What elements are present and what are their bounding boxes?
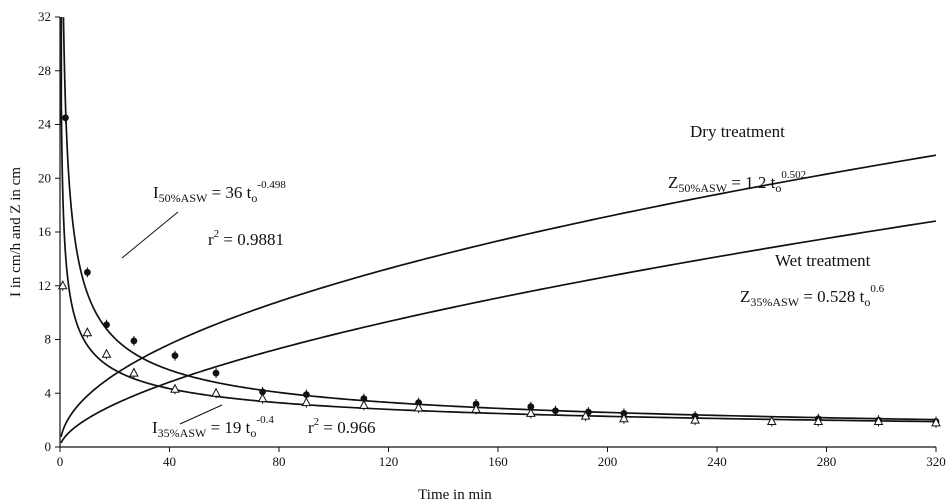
data-point-triangle xyxy=(129,367,139,377)
x-tick-label: 160 xyxy=(488,454,508,469)
data-point-triangle xyxy=(57,280,68,290)
equation-z35-subscript: 35%ASW xyxy=(750,295,799,309)
equation-z35-exponent: 0.6 xyxy=(870,283,884,295)
data-point-circle xyxy=(103,321,110,329)
x-tick-label: 280 xyxy=(817,454,837,469)
fit-curve-z50-dry xyxy=(60,154,937,438)
y-tick-label: 8 xyxy=(45,332,52,347)
equation-z50-t-sub: o xyxy=(775,181,781,195)
equation-i35-subscript: 35%ASW xyxy=(158,426,207,440)
leader-line-i35 xyxy=(179,404,223,425)
data-point-triangle xyxy=(526,407,536,417)
data-point-circle xyxy=(62,114,69,122)
equation-i35-rhs: = 19 t xyxy=(206,418,250,437)
data-point-triangle xyxy=(931,417,941,427)
equation-z50: Z50%ASW = 1.2 to0.502 xyxy=(668,169,806,195)
data-point-triangle xyxy=(82,327,93,337)
equation-i50-base: I xyxy=(153,183,159,202)
y-tick-label: 16 xyxy=(38,224,52,239)
data-point-circle xyxy=(212,369,220,377)
data-point-triangle xyxy=(211,387,221,397)
equation-i35-t-sub: o xyxy=(250,426,256,440)
data-point-circle xyxy=(83,268,91,276)
equation-i50-subscript: 50%ASW xyxy=(159,191,208,205)
equation-i50-exponent: -0.498 xyxy=(257,179,286,191)
data-point-circle xyxy=(259,388,266,396)
fit-curve-i50 xyxy=(62,17,937,421)
y-tick-label: 4 xyxy=(45,385,52,400)
leader-line-i50 xyxy=(121,211,179,259)
x-tick-label: 80 xyxy=(273,454,286,469)
equation-z50-exponent: 0.502 xyxy=(781,169,806,181)
equation-z35-rhs: = 0.528 t xyxy=(799,287,865,306)
y-tick-label: 20 xyxy=(38,170,51,185)
x-tick-label: 200 xyxy=(598,454,618,469)
data-point-triangle xyxy=(619,413,629,423)
data-point-triangle xyxy=(580,410,591,420)
data-point-triangle xyxy=(471,403,481,413)
data-point-triangle xyxy=(359,399,369,409)
data-point-triangle xyxy=(257,393,268,403)
y-tick-label: 28 xyxy=(38,63,51,78)
fit-curve-i35 xyxy=(60,110,937,423)
data-point-triangle xyxy=(690,414,700,424)
r2-i35-rhs: = 0.966 xyxy=(319,418,375,437)
data-markers xyxy=(57,112,941,428)
y-axis-title: I in cm/h and Z in cm xyxy=(8,167,24,297)
equation-z50-rhs: = 1.2 t xyxy=(727,173,776,192)
fit-curves xyxy=(60,17,937,444)
data-point-triangle xyxy=(813,415,824,425)
fit-curve-z35-wet xyxy=(60,220,937,444)
equation-z35-base: Z xyxy=(740,287,750,306)
r2-i50-rhs: = 0.9881 xyxy=(219,230,284,249)
y-tick-label: 0 xyxy=(45,439,52,454)
data-point-triangle xyxy=(766,415,777,425)
equation-z50-subscript: 50%ASW xyxy=(678,181,727,195)
r2-i50-lhs: r xyxy=(208,230,214,249)
r2-i35: r2 = 0.966 xyxy=(308,416,376,437)
data-point-circle xyxy=(171,352,179,360)
data-point-triangle xyxy=(873,415,884,425)
x-tick-label: 40 xyxy=(163,454,176,469)
r2-i35-lhs: r xyxy=(308,418,314,437)
data-point-circle xyxy=(302,391,310,398)
wet-treatment-label: Wet treatment xyxy=(775,251,871,270)
data-point-circle xyxy=(552,407,559,415)
dry-treatment-label: Dry treatment xyxy=(690,122,785,141)
equation-i50-t-sub: o xyxy=(251,191,257,205)
equation-z50-base: Z xyxy=(668,173,678,192)
data-point-triangle xyxy=(101,348,112,358)
x-tick-label: 320 xyxy=(926,454,946,469)
y-tick-label: 32 xyxy=(38,9,51,24)
x-tick-label: 120 xyxy=(379,454,399,469)
data-point-triangle xyxy=(301,397,312,407)
equation-z35-t-sub: o xyxy=(864,295,870,309)
equation-z35: Z35%ASW = 0.528 to0.6 xyxy=(740,283,885,309)
equation-i50: I50%ASW = 36 to-0.498 xyxy=(153,179,286,205)
r2-i50: r2 = 0.9881 xyxy=(208,228,284,249)
data-point-triangle xyxy=(413,402,424,412)
x-tick-label: 240 xyxy=(707,454,727,469)
data-point-circle xyxy=(527,403,535,411)
x-tick-label: 0 xyxy=(57,454,64,469)
equation-i50-rhs: = 36 t xyxy=(207,183,251,202)
data-point-circle xyxy=(130,337,138,345)
equation-i35-exponent: -0.4 xyxy=(256,414,274,426)
data-point-triangle xyxy=(170,383,180,393)
y-tick-label: 12 xyxy=(38,278,51,293)
equation-i35: I35%ASW = 19 to-0.4 xyxy=(152,414,274,440)
data-point-circle xyxy=(360,395,368,403)
r2-i50-exp: 2 xyxy=(214,228,220,240)
r2-i35-exp: 2 xyxy=(314,416,320,428)
x-axis-title: Time in min xyxy=(418,487,492,501)
y-tick-label: 24 xyxy=(38,117,52,132)
equation-i35-base: I xyxy=(152,418,158,437)
